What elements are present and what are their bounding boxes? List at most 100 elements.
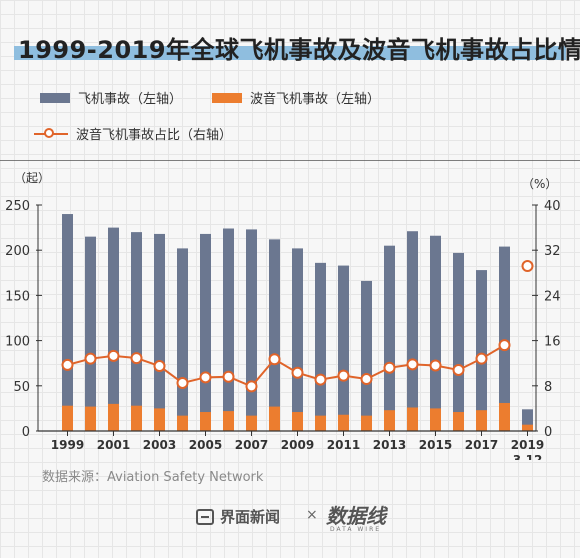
bar-total	[246, 229, 257, 431]
bar-total	[338, 265, 349, 431]
bar-boeing	[522, 424, 533, 431]
bar-total	[200, 233, 211, 431]
x-axis-tick-label: 2015	[419, 438, 452, 452]
bar-boeing	[361, 415, 372, 431]
bar-boeing	[269, 406, 280, 431]
x-axis-tick-label: 2005	[189, 438, 222, 452]
bar-total	[108, 227, 119, 431]
left-axis-tick-label: 50	[13, 380, 30, 395]
bar-boeing	[108, 403, 119, 431]
bar-boeing	[453, 412, 464, 431]
legend-swatch-boeing	[212, 92, 242, 103]
legend-swatch-ratio	[34, 127, 68, 139]
bar-total	[269, 239, 280, 431]
ratio-point	[521, 260, 534, 273]
ratio-point	[498, 339, 511, 352]
left-axis-tick-label: 100	[5, 335, 30, 350]
ratio-point	[222, 370, 235, 383]
bar-boeing	[85, 406, 96, 431]
x-axis-tick-label: 2017	[465, 438, 498, 452]
data-source: 数据来源：Aviation Safety Network	[42, 470, 264, 485]
ratio-point	[452, 363, 465, 376]
bar-total	[177, 248, 188, 431]
ratio-line	[61, 260, 534, 393]
left-axis-unit: （起）	[14, 171, 50, 185]
bar-boeing	[338, 414, 349, 431]
brand-cross: ×	[306, 507, 318, 523]
x-axis-tick-label: 2003	[143, 438, 176, 452]
bar-boeing	[62, 405, 73, 431]
ratio-point	[360, 373, 373, 386]
ratio-point	[130, 352, 143, 365]
right-axis-tick-label: 8	[544, 380, 552, 395]
bar-total	[62, 214, 73, 431]
bar-boeing	[154, 408, 165, 431]
right-axis-tick-label: 32	[544, 244, 561, 259]
left-axis-tick-label: 250	[5, 199, 30, 214]
x-axis-tick-label: 2009	[281, 438, 314, 452]
bar-boeing	[131, 405, 142, 431]
bar-total	[154, 233, 165, 431]
ratio-point	[406, 358, 419, 371]
bar-boeing	[246, 415, 257, 431]
bars	[62, 214, 533, 431]
ratio-point	[337, 369, 350, 382]
ratio-point	[84, 352, 97, 365]
bar-total	[522, 409, 533, 431]
left-axis-tick-label: 150	[5, 289, 30, 304]
bar-boeing	[430, 408, 441, 431]
x-axis-tick-label: 2011	[327, 438, 360, 452]
jiemian-logo-icon	[196, 508, 214, 525]
brand-jiemian-label: 界面新闻	[220, 508, 281, 526]
bar-boeing	[499, 402, 510, 431]
ratio-point	[199, 371, 212, 384]
bar-boeing	[476, 410, 487, 431]
ratio-point	[429, 359, 442, 372]
x-axis-tick-label-extra: 3.12	[513, 453, 543, 460]
bar-total	[407, 231, 418, 431]
x-axis-tick-label: 1999	[51, 438, 84, 452]
legend-item-ratio: 波音飞机事故占比（右轴）	[34, 124, 232, 143]
right-axis-tick-label: 16	[544, 335, 561, 350]
left-axis-ticks: 250 200 150 100 50 0	[5, 199, 42, 440]
x-axis-ticks: 1999 2001 2003 2005 2007 2009 2011 2013 2015 2017…	[51, 431, 544, 460]
ratio-point	[475, 352, 488, 365]
ratio-point	[268, 353, 281, 366]
ratio-point	[314, 373, 327, 386]
ratio-point	[61, 358, 74, 371]
x-axis-tick-label: 2013	[373, 438, 406, 452]
bar-boeing	[315, 415, 326, 431]
brand-datawire: 数据线	[326, 504, 386, 528]
chart-title-block: 1999-2019年全球飞机事故及波音飞机事故占比情况	[14, 26, 580, 66]
right-axis-ticks: 40 32 24 16 8 0	[532, 199, 561, 440]
bar-boeing	[407, 407, 418, 431]
left-axis-tick-label: 0	[22, 425, 30, 440]
chart-title: 1999-2019年全球飞机事故及波音飞机事故占比情况	[18, 36, 580, 64]
bar-total	[453, 252, 464, 431]
chart-plot: （起） （%） 250 200 150 100 50 0 40 32 24 16 8 0 1999 2…	[0, 160, 580, 460]
bar-boeing	[177, 415, 188, 431]
ratio-point	[383, 361, 396, 374]
left-axis-tick-label: 200	[5, 244, 30, 259]
bar-total	[384, 245, 395, 431]
legend-label-boeing: 波音飞机事故（左轴）	[250, 92, 381, 107]
bar-total	[361, 280, 372, 431]
legend-item-boeing: 波音飞机事故（左轴）	[212, 88, 380, 107]
ratio-point	[291, 366, 304, 379]
legend-item-total: 飞机事故（左轴）	[40, 88, 182, 107]
bar-total	[292, 248, 303, 431]
bar-total	[430, 235, 441, 431]
bar-boeing	[384, 410, 395, 431]
title-underline-bar	[14, 46, 566, 60]
bar-total	[315, 262, 326, 431]
legend-swatch-total	[40, 92, 70, 103]
bar-boeing	[292, 412, 303, 431]
ratio-point	[245, 380, 258, 393]
legend-label-ratio: 波音飞机事故占比（右轴）	[76, 128, 233, 143]
legend-label-total: 飞机事故（左轴）	[78, 92, 183, 107]
bar-total	[476, 270, 487, 431]
footer: 界面新闻 × 数据线 DATA WIRE	[0, 496, 580, 558]
right-axis-tick-label: 24	[544, 289, 561, 304]
brand-jiemian: 界面新闻	[196, 506, 280, 527]
bar-total	[85, 236, 96, 431]
